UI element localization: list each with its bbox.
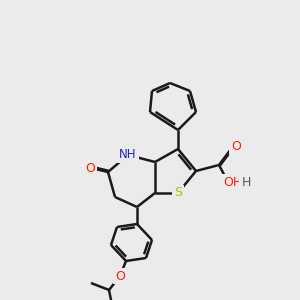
Text: O: O <box>231 140 241 152</box>
Text: O: O <box>85 161 95 175</box>
Text: NH: NH <box>119 148 137 161</box>
Text: O: O <box>115 269 125 283</box>
Text: S: S <box>174 187 182 200</box>
Text: H: H <box>241 176 251 188</box>
Text: OH: OH <box>224 176 243 188</box>
